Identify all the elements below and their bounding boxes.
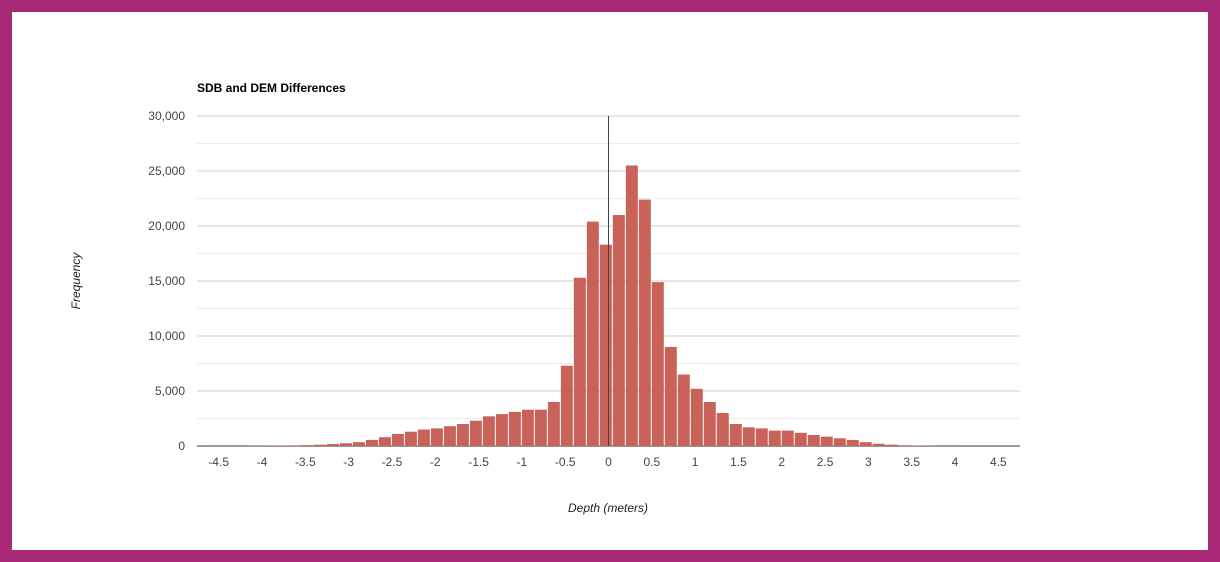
x-tick-label: 0: [605, 455, 612, 469]
histogram-bar: [404, 431, 417, 446]
histogram-bar: [625, 165, 638, 446]
x-tick-label: 1: [692, 455, 699, 469]
x-tick-label: 0.5: [643, 455, 660, 469]
histogram-bar: [638, 199, 651, 446]
y-axis-label: Frequency: [69, 252, 83, 310]
y-axis-ticks: 0 5,000 10,000 15,000 20,000 25,000 30,000: [148, 109, 185, 453]
histogram-bar: [534, 409, 547, 446]
histogram-bar: [365, 439, 378, 446]
x-tick-label: -4: [257, 455, 268, 469]
histogram-bar: [482, 416, 495, 446]
x-tick-label: 3.5: [903, 455, 920, 469]
x-tick-label: -1.5: [468, 455, 489, 469]
histogram-bar: [859, 442, 872, 446]
histogram-bar: [300, 445, 313, 446]
histogram-bar: [729, 424, 742, 446]
histogram-bar: [885, 444, 898, 446]
histogram-bar: [807, 435, 820, 446]
histogram-bar: [612, 215, 625, 446]
histogram-bar: [313, 444, 326, 446]
histogram-bar: [833, 438, 846, 446]
histogram-bar: [547, 402, 560, 446]
histogram-bar: [768, 430, 781, 446]
y-tick-label: 15,000: [148, 274, 185, 288]
histogram-bar: [677, 374, 690, 446]
histogram-bar: [846, 439, 859, 446]
y-tick-label: 0: [178, 439, 185, 453]
histogram-bar: [781, 430, 794, 446]
histogram-bar: [326, 444, 339, 446]
histogram-bar: [469, 420, 482, 446]
y-tick-label: 25,000: [148, 164, 185, 178]
histogram-bar: [703, 402, 716, 446]
x-tick-label: 2: [778, 455, 785, 469]
x-tick-label: 3: [865, 455, 872, 469]
y-tick-label: 20,000: [148, 219, 185, 233]
x-tick-label: 1.5: [730, 455, 747, 469]
histogram-bar: [586, 221, 599, 446]
x-tick-label: -2.5: [382, 455, 403, 469]
histogram-bar: [456, 424, 469, 446]
histogram-bar: [443, 426, 456, 446]
histogram-bar: [430, 428, 443, 446]
chart-title: SDB and DEM Differences: [197, 81, 346, 95]
histogram-bar: [417, 429, 430, 446]
y-tick-label: 5,000: [155, 384, 185, 398]
histogram-bar: [898, 445, 911, 446]
histogram-bar: [742, 427, 755, 446]
x-tick-label: 2.5: [817, 455, 834, 469]
bars: [197, 165, 1015, 446]
x-tick-label: -3.5: [295, 455, 316, 469]
histogram-bar: [508, 411, 521, 446]
histogram-bar: [690, 388, 703, 446]
histogram-bar: [599, 244, 612, 446]
x-tick-label: -4.5: [208, 455, 229, 469]
x-axis-label: Depth (meters): [568, 501, 648, 515]
y-tick-label: 30,000: [148, 109, 185, 123]
histogram-bar: [716, 413, 729, 446]
histogram-bar: [651, 282, 664, 446]
y-tick-label: 10,000: [148, 329, 185, 343]
x-tick-label: 4: [952, 455, 959, 469]
histogram-bar: [521, 409, 534, 446]
x-tick-label: -3: [343, 455, 354, 469]
histogram-bar: [287, 445, 300, 446]
histogram-bar: [573, 277, 586, 446]
x-tick-label: -2: [430, 455, 441, 469]
histogram-bar: [352, 442, 365, 446]
x-tick-label: 4.5: [990, 455, 1007, 469]
histogram-bar: [755, 428, 768, 446]
x-tick-label: -1: [517, 455, 528, 469]
x-axis-ticks: -4.5 -4 -3.5 -3 -2.5 -2 -1.5 -1 -0.5 0 0.5 1 1.5 2 2.5…: [208, 455, 1007, 469]
histogram-bar: [872, 443, 885, 446]
histogram-bar: [664, 347, 677, 446]
histogram-bar: [339, 443, 352, 446]
x-tick-label: -0.5: [555, 455, 576, 469]
histogram-bar: [378, 437, 391, 446]
histogram-bar: [560, 365, 573, 446]
histogram-bar: [391, 433, 404, 446]
histogram-bar: [794, 432, 807, 446]
histogram-bar: [495, 414, 508, 446]
histogram-bar: [820, 436, 833, 446]
